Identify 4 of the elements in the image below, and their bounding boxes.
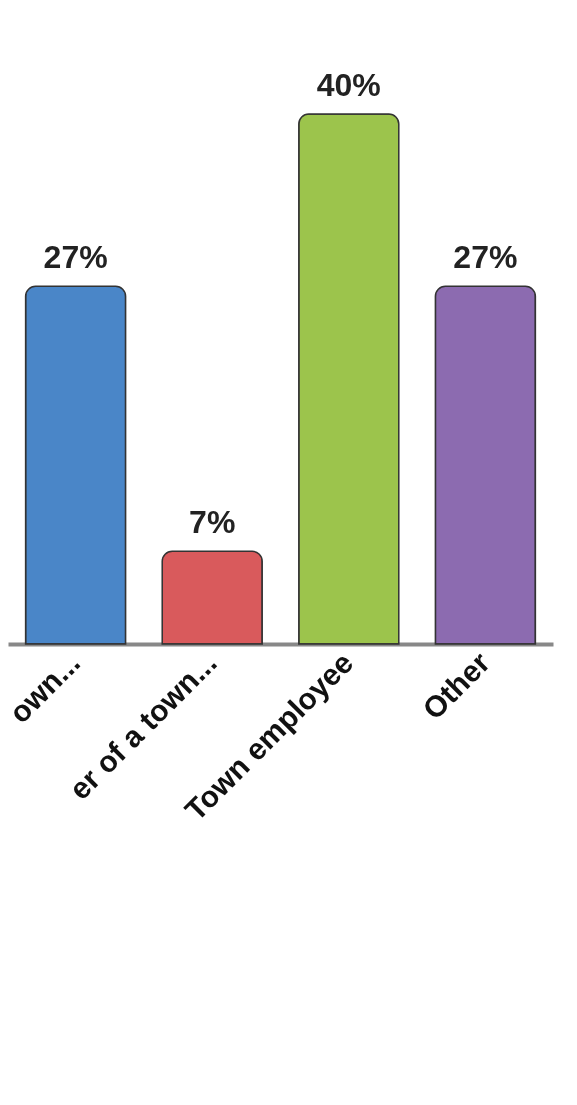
data-label: 40% <box>316 67 381 103</box>
data-label: 27% <box>453 239 518 276</box>
data-label: 7% <box>189 504 236 541</box>
data-label: 27% <box>43 239 108 276</box>
